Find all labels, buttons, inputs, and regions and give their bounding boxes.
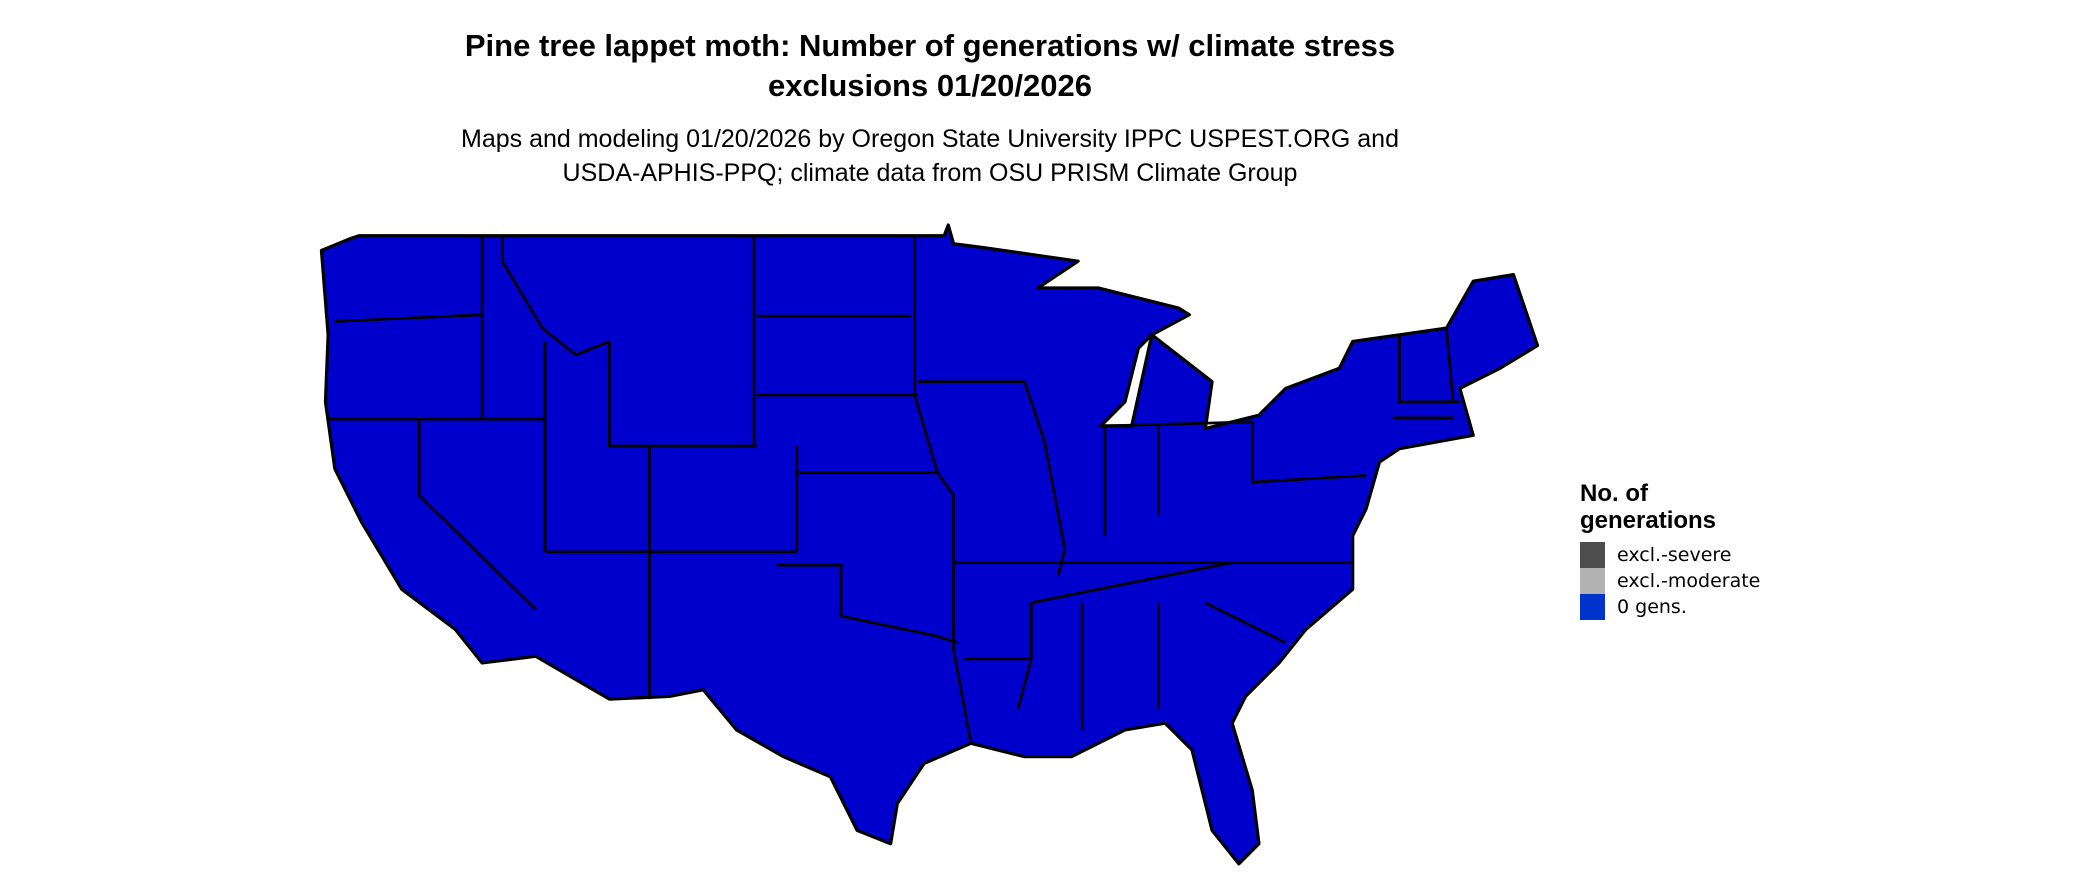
legend-title: No. of generations: [1580, 480, 1717, 534]
us-outline: [319, 223, 1540, 866]
map-title: Pine tree lappet moth: Number of generat…: [464, 28, 1396, 103]
map-subtitle: Maps and modeling 01/20/2026 by Oregon S…: [461, 125, 1399, 187]
legend-swatch: [1580, 568, 1605, 594]
legend-item-0-gens: 0 gens.: [1580, 594, 1760, 620]
legend-swatch: [1580, 594, 1605, 620]
legend-swatch: [1580, 542, 1605, 568]
legend-item-excl-moderate: excl.-moderate: [1580, 568, 1760, 594]
state-borders: [328, 235, 1460, 744]
legend-item-excl-severe: excl.-severe: [1580, 542, 1760, 568]
legend: No. of generations excl.-severe excl.-mo…: [1580, 480, 1760, 620]
